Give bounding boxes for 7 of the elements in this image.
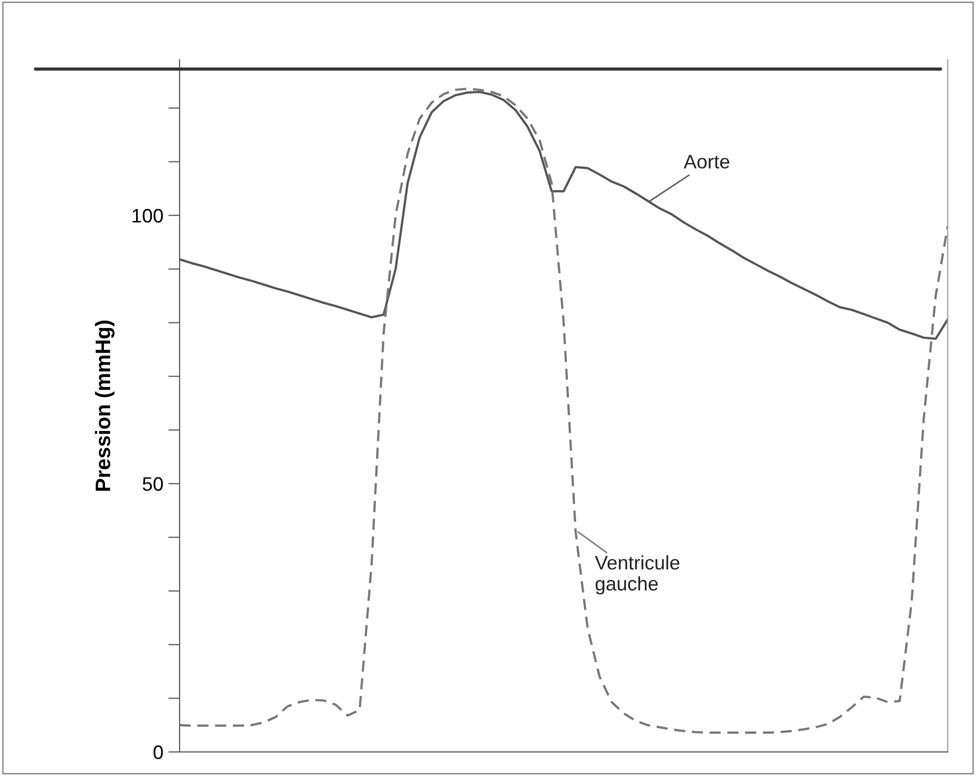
y-tick-label: 100 bbox=[132, 208, 163, 223]
y-axis-title: Pression (mmHg) bbox=[94, 320, 115, 491]
y-tick-label: 0 bbox=[154, 745, 163, 760]
y-tick-label: 50 bbox=[142, 477, 163, 491]
legend-label: Ventricule gauche bbox=[594, 555, 680, 594]
text: Aorte bbox=[684, 154, 730, 169]
line-series bbox=[180, 88, 948, 734]
